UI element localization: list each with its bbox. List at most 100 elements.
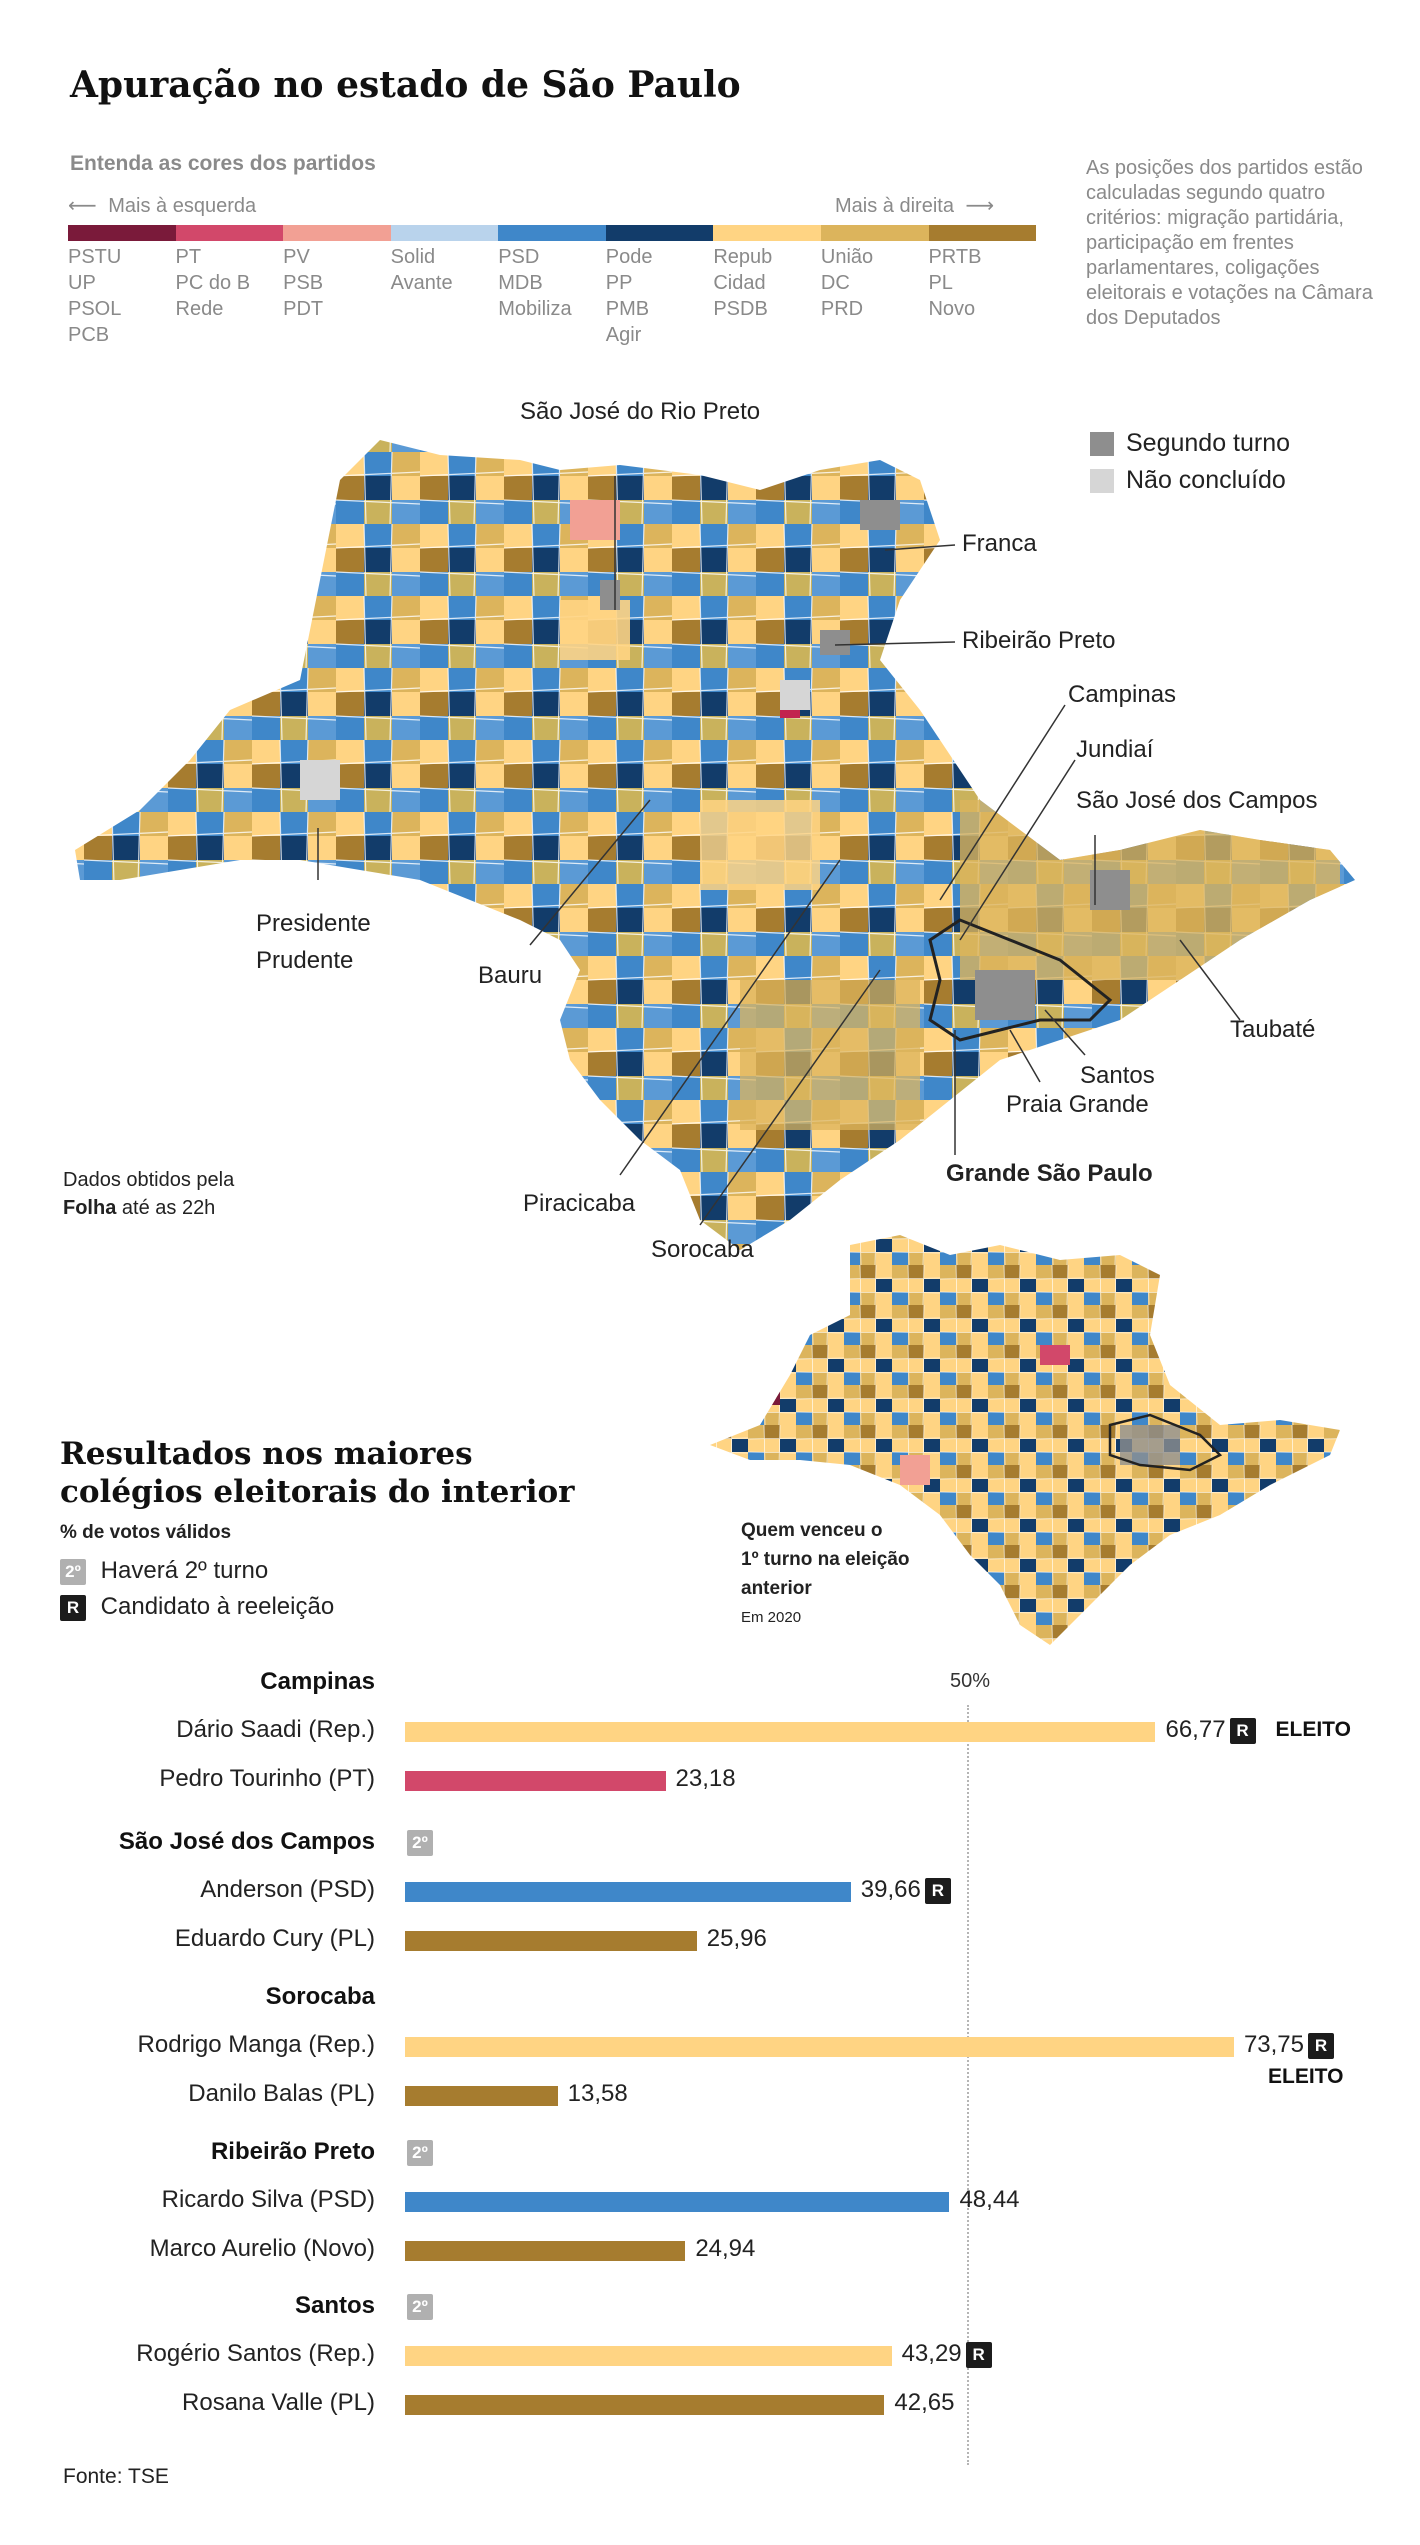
party-name: DC	[820, 272, 850, 294]
party-color-segment	[820, 225, 929, 241]
candidate-name: Danilo Balas (PL)	[188, 2080, 375, 2107]
label-bauru: Bauru	[478, 962, 543, 989]
result-value-number: 73,75	[1243, 2031, 1304, 2058]
party-name: PC do B	[175, 272, 251, 294]
city-label: Campinas	[260, 1668, 375, 1695]
party-name: MDB	[498, 272, 543, 294]
second-round-badge-icon: 2º	[60, 1558, 86, 1585]
result-value-number: 48,44	[959, 2186, 1020, 2213]
source-note: Dados obtidos pela Folha até as 22h	[63, 1166, 234, 1222]
party-name: Avante	[390, 272, 453, 294]
right-arrow-label: Mais à direita ⟶	[835, 193, 994, 218]
previous-map-caption: Quem venceu o 1º turno na eleição anteri…	[741, 1516, 910, 1632]
result-value-number: 25,96	[706, 1925, 767, 1952]
party-name: PSTU	[68, 246, 122, 268]
party-name: Agir	[605, 324, 642, 346]
result-value: 23,18	[676, 1765, 736, 1793]
party-group: União DC PRD	[821, 244, 873, 322]
party-group: Repub Cidad PSDB	[713, 244, 772, 322]
party-name: PSDB	[713, 298, 768, 320]
previous-election-map	[710, 1235, 1340, 1645]
party-color-segment	[68, 225, 176, 241]
party-name: PMB	[605, 298, 650, 320]
party-name: PSB	[283, 272, 324, 294]
city-label: São José dos Campos	[118, 1828, 375, 1855]
party-name: Solid	[390, 246, 436, 268]
party-name: PP	[605, 272, 633, 294]
party-color-segment	[713, 225, 821, 241]
source: Fonte: TSE	[63, 2465, 169, 2488]
party-name: PRD	[820, 298, 864, 320]
main-map	[75, 440, 1355, 1250]
key-second-round: 2º Haverá 2º turno	[60, 1557, 268, 1585]
party-name: PDT	[283, 298, 324, 320]
source-note-line2: Folha até as 22h	[63, 1194, 234, 1222]
result-bar	[405, 1771, 666, 1791]
reelection-badge-icon: R	[60, 1594, 86, 1621]
label-santos: Santos	[1080, 1062, 1155, 1089]
result-value: 43,29 R	[902, 2340, 992, 2368]
result-value-number: 24,94	[695, 2235, 756, 2262]
label-taubate: Taubaté	[1230, 1016, 1316, 1043]
reelection-badge-icon: R	[1308, 2032, 1334, 2059]
key-second-round-label: Haverá 2º turno	[100, 1557, 269, 1584]
result-bar	[405, 2241, 686, 2261]
city-label: Sorocaba	[265, 1983, 375, 2010]
second-round-badge-icon: 2º	[407, 2140, 433, 2166]
page-title: Apuração no estado de São Paulo	[70, 64, 741, 106]
party-group: PV PSB PDT	[283, 244, 323, 322]
party-group: PT PC do B Rede	[176, 244, 250, 322]
party-group: PRTB PL Novo	[928, 244, 981, 322]
reelection-badge-icon: R	[924, 1877, 951, 1904]
label-sorocaba: Sorocaba	[651, 1236, 754, 1263]
party-color-segment	[283, 225, 391, 241]
result-value-number: 66,77	[1165, 1716, 1226, 1743]
result-value-number: 39,66	[860, 1876, 921, 1903]
second-round-swatch	[1090, 432, 1114, 457]
arrow-left-icon: ⟵	[68, 195, 97, 217]
party-name: UP	[68, 272, 96, 294]
party-name: Pode	[605, 246, 653, 268]
label-praia: Praia Grande	[1006, 1091, 1149, 1118]
caption-line2: 1º turno na eleição	[741, 1549, 910, 1570]
party-color-segment	[605, 225, 714, 241]
result-value: 48,44	[959, 2186, 1019, 2214]
result-bar	[405, 1931, 697, 1951]
candidate-name: Pedro Tourinho (PT)	[159, 1765, 375, 1792]
left-arrow-label: ⟵ Mais à esquerda	[68, 193, 256, 218]
candidate-name: Marco Aurelio (Novo)	[149, 2235, 375, 2262]
result-bar	[405, 2395, 885, 2415]
elected-label: ELEITO	[1275, 1718, 1351, 1741]
left-label: Mais à esquerda	[108, 195, 257, 217]
party-name: PV	[283, 246, 310, 268]
result-bar	[405, 1882, 851, 1902]
label-pp2: Prudente	[256, 947, 354, 974]
result-value: 13,58	[568, 2080, 628, 2108]
label-piracicaba: Piracicaba	[523, 1190, 636, 1217]
party-color-segment	[390, 225, 499, 241]
reelection-badge-icon: R	[1229, 1717, 1256, 1744]
city-label: Santos	[294, 2292, 375, 2319]
label-campinas: Campinas	[1068, 681, 1177, 708]
candidate-name: Eduardo Cury (PL)	[174, 1925, 375, 1952]
legend-note: As posições dos partidos estão calculada…	[1086, 157, 1373, 329]
label-gsp: Grande São Paulo	[946, 1160, 1153, 1187]
party-color-segment	[175, 225, 284, 241]
arrow-right-icon: ⟶	[965, 195, 995, 217]
result-value: 39,66 R	[861, 1876, 951, 1904]
result-bar	[405, 2086, 558, 2106]
second-round-badge-icon: 2º	[407, 1830, 433, 1856]
key-reelection: R Candidato à reeleição	[60, 1593, 334, 1621]
result-value-number: 42,65	[894, 2389, 955, 2416]
result-value: 25,96	[707, 1925, 767, 1953]
party-name: Cidad	[713, 272, 766, 294]
results-title-line1: Resultados nos maiores	[60, 1436, 473, 1472]
result-value: 73,75 R	[1244, 2031, 1334, 2059]
party-group: Solid Avante	[391, 244, 453, 296]
candidate-name: Rogério Santos (Rep.)	[136, 2340, 375, 2367]
source-note-bold: Folha	[63, 1197, 117, 1219]
label-ribeirao: Ribeirão Preto	[962, 627, 1116, 654]
party-color-segment	[498, 225, 606, 241]
candidate-name: Ricardo Silva (PSD)	[161, 2186, 375, 2213]
label-jundiai: Jundiaí	[1076, 736, 1154, 763]
